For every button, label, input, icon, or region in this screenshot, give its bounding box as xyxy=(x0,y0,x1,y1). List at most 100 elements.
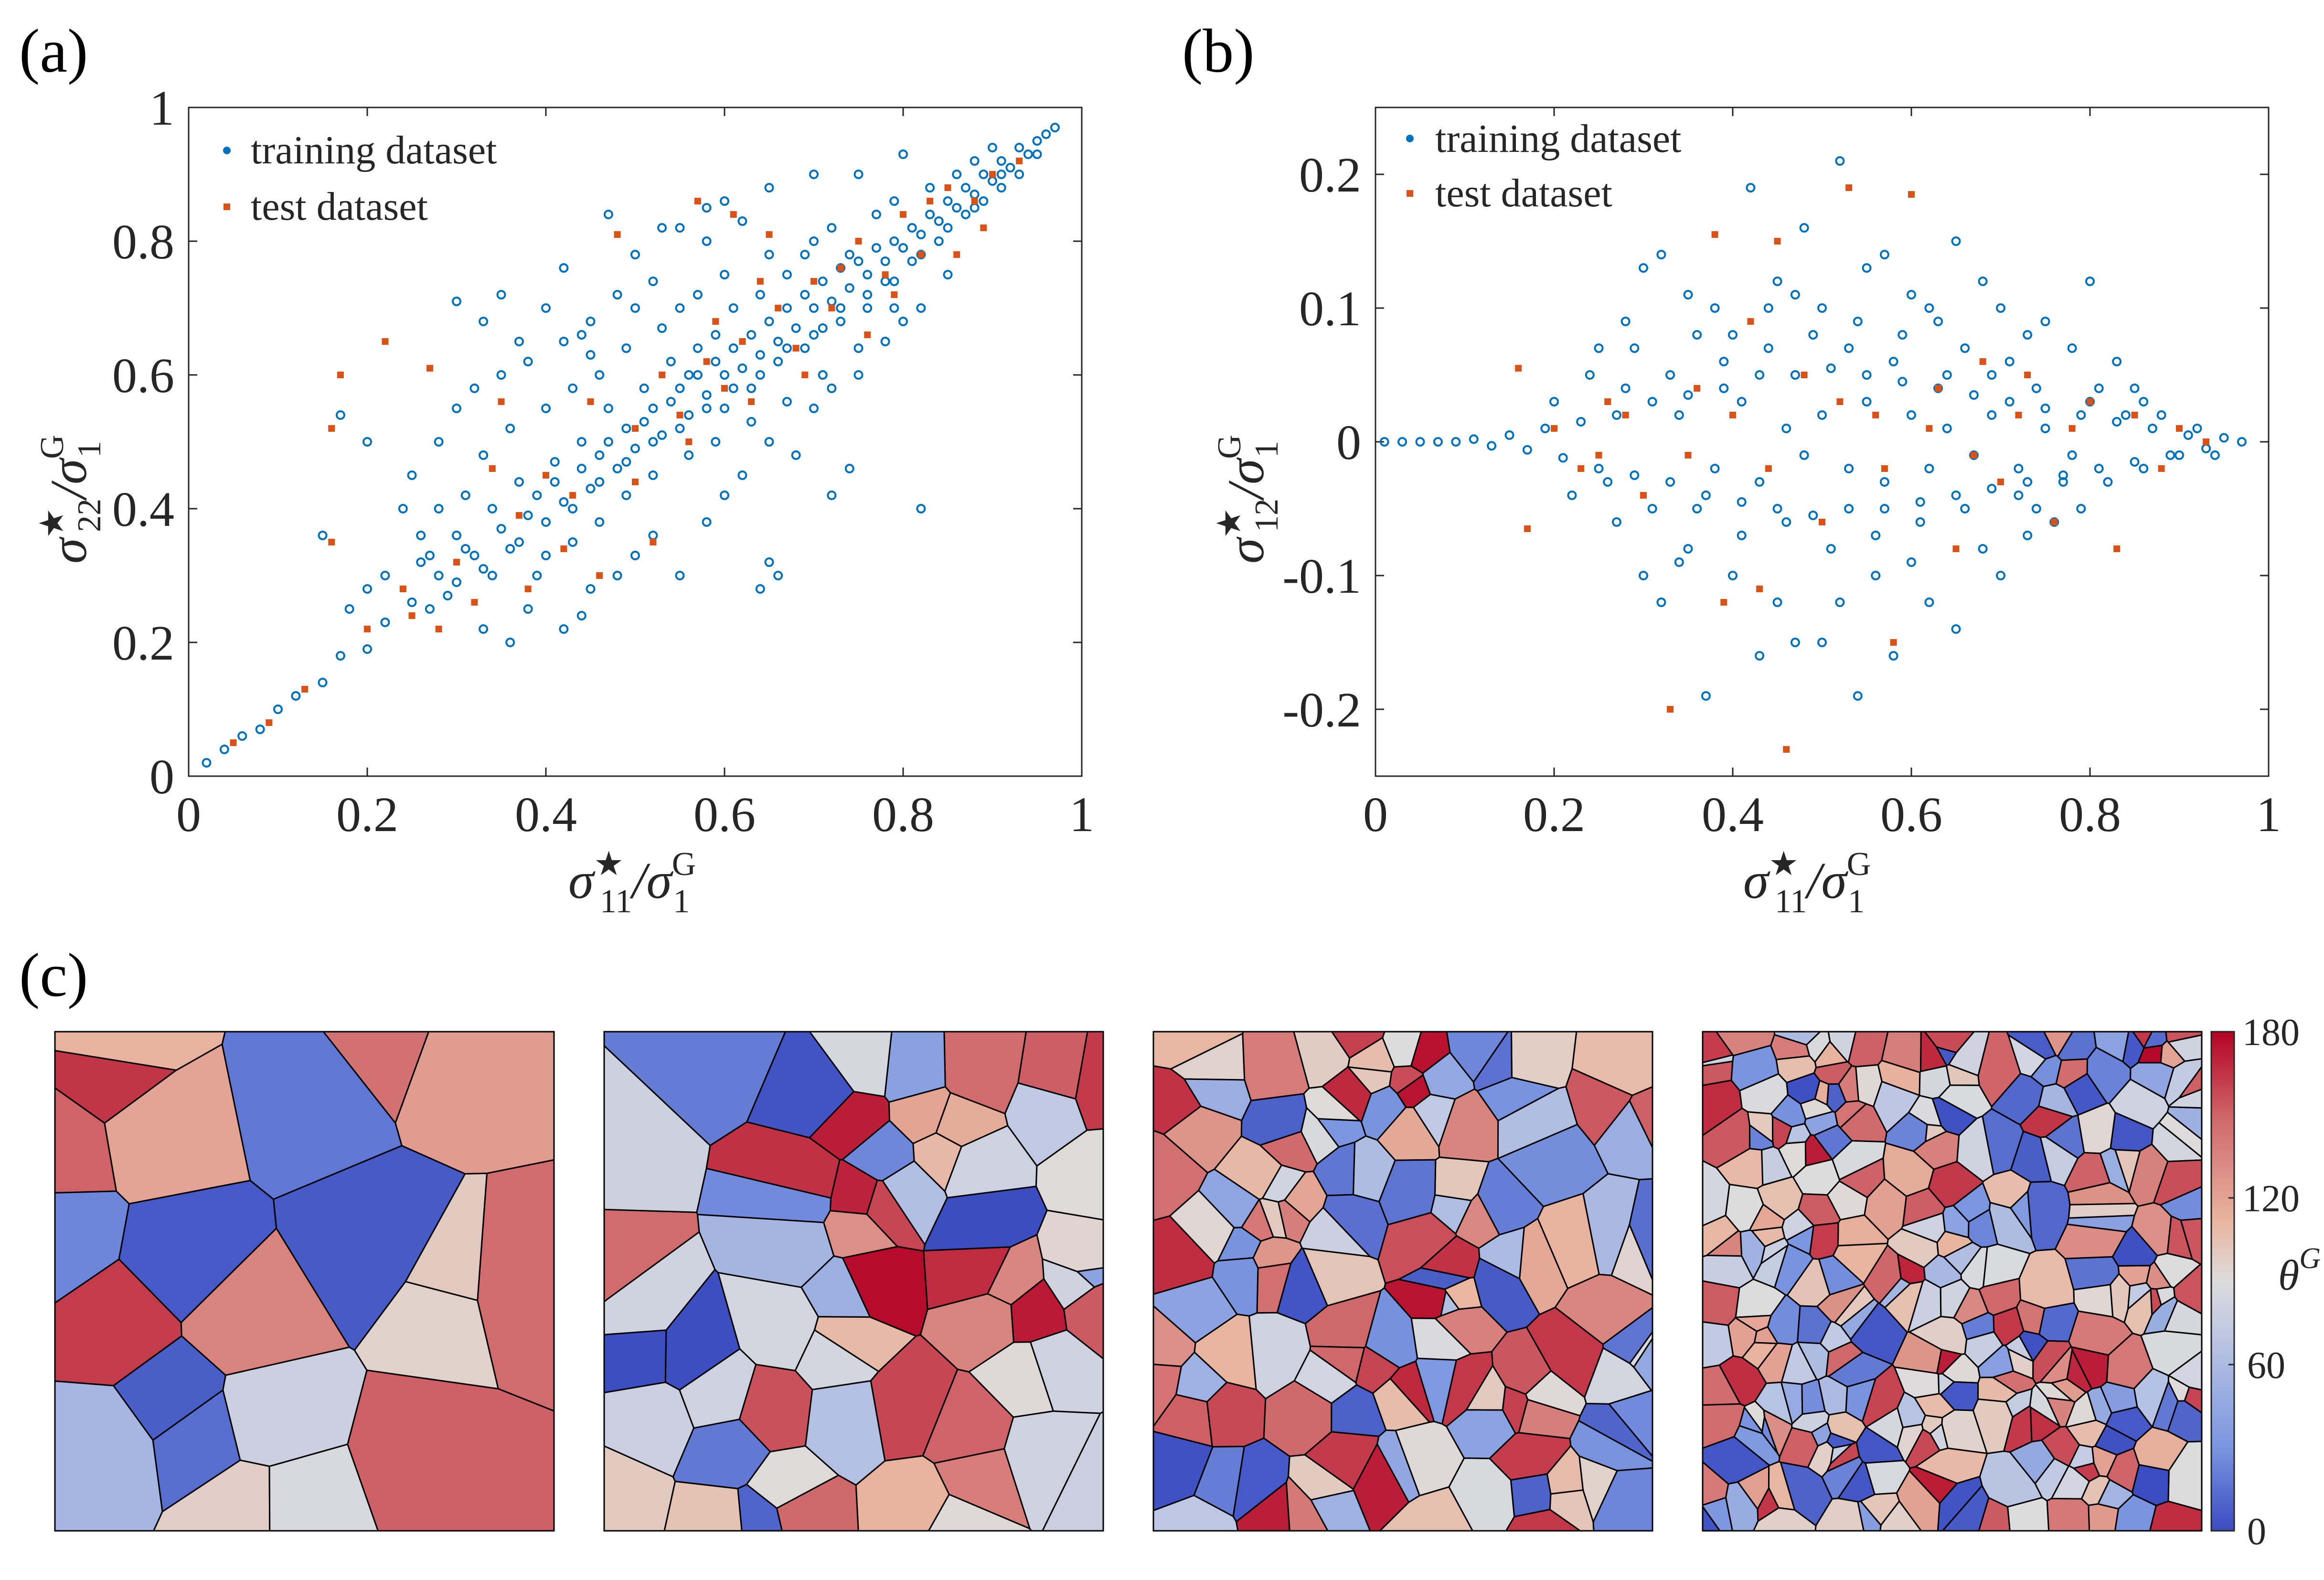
a-test-point xyxy=(328,425,335,432)
legend-marker-training-b xyxy=(1406,135,1414,142)
a-training-point xyxy=(595,450,605,460)
b-training-point xyxy=(2040,317,2050,326)
b-training-point xyxy=(1415,437,1425,447)
a-test-point xyxy=(301,686,309,693)
b-training-point xyxy=(1469,434,1479,444)
grain xyxy=(1977,1377,2018,1403)
a-training-point xyxy=(782,343,792,353)
b-training-point xyxy=(1683,544,1693,554)
a-x-tick-label: 0 xyxy=(176,787,201,842)
b-training-point xyxy=(1888,357,1898,366)
a-test-point xyxy=(971,198,978,204)
grain xyxy=(2145,1260,2173,1290)
b-training-point xyxy=(1522,445,1532,455)
b-training-point xyxy=(1692,504,1702,513)
a-test-point xyxy=(364,626,371,632)
a-training-point xyxy=(898,243,908,253)
a-test-point xyxy=(989,171,996,178)
b-test-point xyxy=(1595,452,1602,459)
a-training-point xyxy=(657,323,667,333)
a-training-point xyxy=(934,216,944,226)
b-training-point xyxy=(1879,477,1889,487)
a-training-point xyxy=(425,604,435,614)
b-training-point xyxy=(1853,317,1863,326)
panel-label-c: (c) xyxy=(19,941,88,1010)
legend-label-test-b: test dataset xyxy=(1435,171,1612,215)
a-test-point xyxy=(721,385,728,392)
a-training-point xyxy=(1014,170,1024,179)
a-training-point xyxy=(702,236,712,246)
grain xyxy=(1811,1421,1832,1447)
a-training-point xyxy=(720,196,729,206)
a-training-point xyxy=(1014,143,1024,152)
b-training-point xyxy=(1647,397,1657,406)
b-test-point xyxy=(1935,385,1942,392)
b-training-point xyxy=(1433,437,1443,447)
a-training-point xyxy=(728,303,738,313)
grain xyxy=(1445,1409,1516,1460)
a-training-point xyxy=(844,464,854,473)
a-training-point xyxy=(523,604,533,614)
a-training-point xyxy=(434,437,444,447)
b-training-point xyxy=(1603,477,1613,487)
grain xyxy=(2153,1252,2202,1289)
grain xyxy=(923,1185,1048,1251)
b-test-point xyxy=(1604,398,1611,405)
a-test-point xyxy=(230,739,237,746)
a-training-point xyxy=(979,170,989,179)
a-training-point xyxy=(791,323,801,333)
b-test-point xyxy=(1694,385,1701,392)
b-training-point xyxy=(2219,433,2229,443)
b-training-point xyxy=(1969,450,1979,460)
b-training-point xyxy=(1674,557,1684,567)
b-training-point xyxy=(2139,397,2149,406)
grain xyxy=(2018,1330,2049,1363)
a-training-point xyxy=(568,537,578,547)
a-training-point xyxy=(711,357,721,366)
grain xyxy=(1309,1345,1365,1384)
b-training-point xyxy=(1951,624,1961,634)
b-training-point xyxy=(2058,477,2068,487)
b-training-point xyxy=(1835,156,1845,166)
b-training-point xyxy=(2094,464,2104,473)
grain xyxy=(1213,1135,1283,1200)
a-training-point xyxy=(782,397,792,406)
a-training-point xyxy=(988,143,997,152)
a-training-point xyxy=(728,343,738,353)
a-training-point xyxy=(505,638,515,647)
a-training-point xyxy=(648,437,658,447)
b-training-point xyxy=(1781,517,1791,527)
b-test-point xyxy=(1578,465,1585,472)
a-training-point xyxy=(496,290,506,299)
a-training-point xyxy=(809,170,819,179)
a-training-point xyxy=(952,170,962,179)
b-training-point xyxy=(1683,390,1693,400)
a-training-point xyxy=(1023,149,1033,159)
a-training-point xyxy=(863,290,873,299)
grain xyxy=(1702,1054,1734,1067)
a-training-point xyxy=(675,223,685,233)
a-training-point xyxy=(469,551,480,560)
a-training-point xyxy=(586,317,596,326)
a-training-point xyxy=(684,410,694,420)
a-training-point xyxy=(648,470,658,480)
a-training-point xyxy=(836,303,846,313)
a-test-point xyxy=(980,224,987,231)
colorbar-tick-0: 0 xyxy=(2247,1511,2266,1553)
b-training-point xyxy=(1835,598,1845,607)
b-training-point xyxy=(1710,464,1720,473)
b-test-point xyxy=(2203,438,2210,445)
b-training-point xyxy=(1683,290,1693,299)
b-training-point xyxy=(1665,477,1675,487)
a-training-point xyxy=(800,290,810,299)
a-y-tick-label: 0.6 xyxy=(112,348,174,403)
grain xyxy=(1804,1110,1839,1136)
a-training-point xyxy=(702,203,712,213)
b-training-point xyxy=(2004,357,2015,366)
grain xyxy=(841,1119,915,1182)
grain xyxy=(1041,1410,1104,1532)
a-training-point xyxy=(586,350,596,360)
grain xyxy=(1908,1094,1942,1127)
b-test-point xyxy=(1729,412,1736,418)
a-training-point xyxy=(960,210,970,219)
